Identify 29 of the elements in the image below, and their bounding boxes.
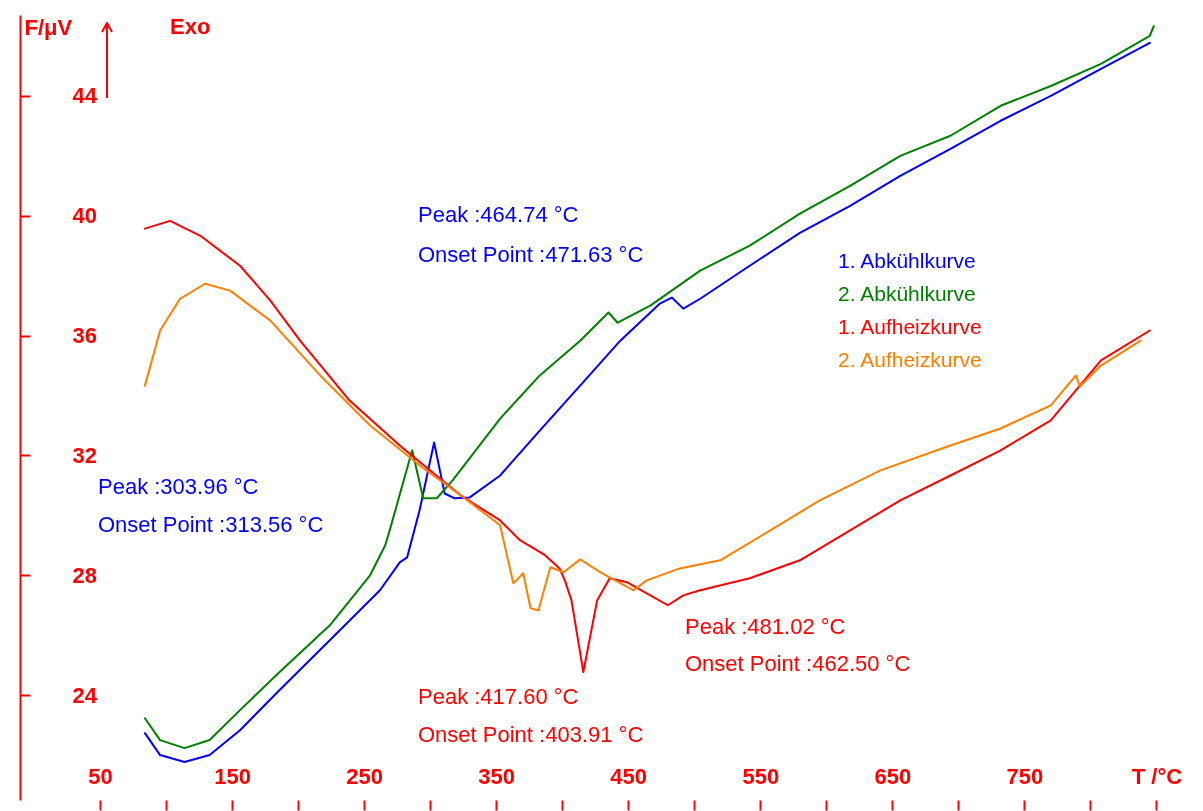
y-tick-label: 40 (72, 203, 97, 229)
text: 2. Abkühlkurve (838, 282, 976, 305)
y-tick-label: 36 (72, 323, 97, 349)
y-tick-label: 44 (72, 83, 98, 109)
x-tick-label: 650 (874, 763, 912, 789)
annotation: Peak :417.60 °C (418, 684, 579, 709)
annotation: Peak :464.74 °C (418, 202, 579, 227)
x-tick-label: 750 (1006, 763, 1044, 789)
annotation: Onset Point :313.56 °C (98, 512, 324, 537)
annotation: Onset Point :471.63 °C (418, 242, 644, 267)
series-label: 1. Abkühlkurve (838, 249, 976, 272)
annotation: Onset Point :462.50 °C (685, 651, 911, 676)
x-tick-label: 50 (88, 763, 113, 789)
annotation: Exo (170, 14, 211, 39)
annotation: Peak :481.02 °C (685, 614, 846, 639)
annotation: Onset Point :403.91 °C (418, 722, 644, 747)
y-tick-label: 32 (72, 442, 97, 468)
x-tick-label: 250 (346, 763, 383, 789)
y-tick-label: 24 (72, 682, 98, 708)
x-tick-label: 550 (742, 763, 780, 789)
y-tick-label: 28 (72, 562, 97, 588)
x-tick-label: 350 (478, 763, 516, 789)
x-tick-label: 150 (214, 763, 251, 789)
text: 1. Aufheizkurve (838, 315, 982, 338)
x-tick-label: 450 (610, 763, 648, 789)
x-tick-label: T /°C (1131, 763, 1183, 789)
annotation: Peak :303.96 °C (98, 474, 259, 499)
y-axis-title: F/μV (24, 14, 73, 40)
text: 2. Aufheizkurve (838, 348, 982, 371)
